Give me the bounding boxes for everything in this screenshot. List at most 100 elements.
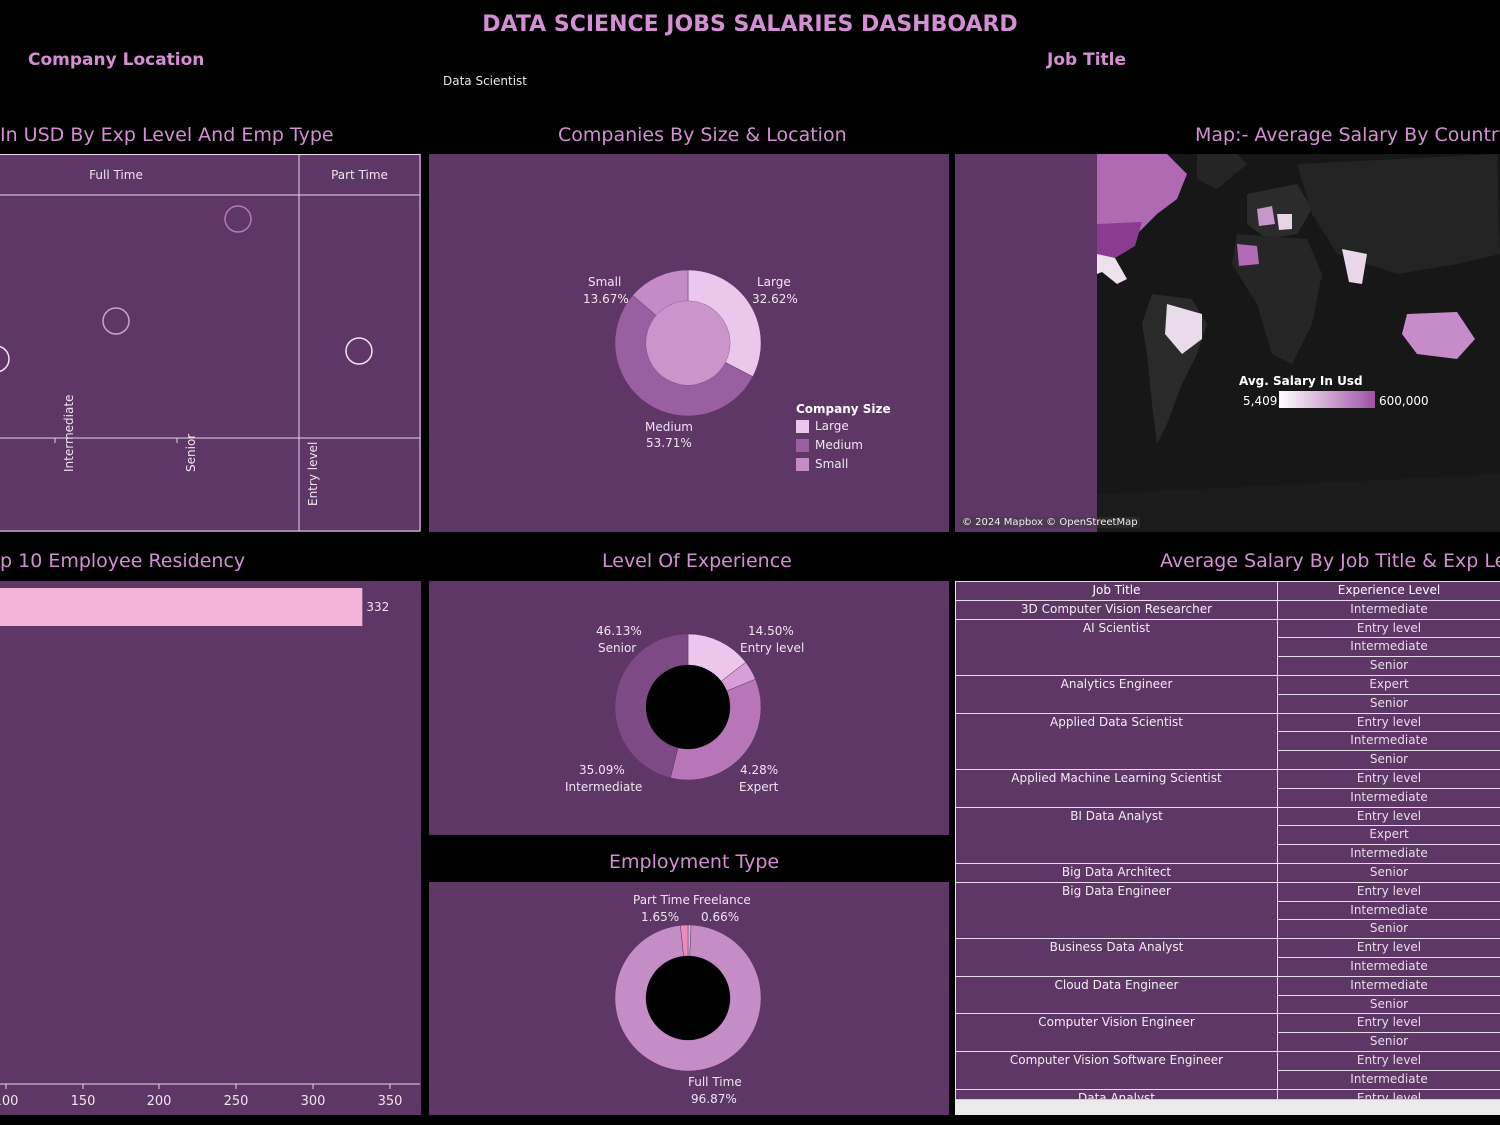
scatter-point[interactable]	[102, 307, 130, 335]
company-location-filter-label[interactable]: Company Location	[28, 50, 205, 70]
table-row[interactable]: Intermediate	[956, 844, 1500, 864]
job-title-cell: Big Data Architect	[955, 862, 1278, 883]
header-experience-level[interactable]: Experience Level	[1277, 581, 1500, 601]
scatter-point[interactable]	[224, 205, 252, 233]
full-time-label: Full Time	[688, 1075, 742, 1089]
experience-level-cell: Senior	[1277, 693, 1500, 714]
residency-bar[interactable]	[0, 588, 363, 626]
table-row[interactable]: Analytics Engineer Expert	[955, 674, 1500, 714]
table-row[interactable]: Senior	[956, 693, 1500, 714]
table-row[interactable]: Cloud Data Engineer Intermediate	[955, 975, 1500, 1015]
world-map[interactable]: Avg. Salary In Usd 5,409 600,000	[1097, 154, 1500, 532]
x-tick-label: 200	[147, 1094, 172, 1109]
experience-level-cell: Intermediate	[1277, 956, 1500, 977]
experience-level-cell: Expert	[1277, 825, 1500, 846]
table-row[interactable]: BI Data Analyst Entry level	[955, 806, 1500, 864]
experience-level-cell: Intermediate	[1277, 637, 1500, 658]
legend-label: Small	[815, 457, 849, 471]
table-row[interactable]: Big Data Architect Senior	[955, 862, 1500, 883]
scatter-chart	[0, 154, 421, 532]
job-title-cell: AI Scientist	[955, 618, 1278, 676]
donut-hole	[646, 956, 730, 1040]
scatter-panel-title: In USD By Exp Level And Emp Type	[0, 124, 334, 146]
job-title-cell: Computer Vision Software Engineer	[955, 1050, 1278, 1090]
country-shape	[1097, 474, 1500, 532]
residency-bar-label: 332	[366, 600, 389, 614]
table-row[interactable]: Senior	[956, 994, 1500, 1015]
table-row[interactable]: 3D Computer Vision Researcher Intermediat…	[955, 599, 1500, 620]
experience-level-cell: Entry level	[1277, 1013, 1500, 1034]
table-row[interactable]: Applied Data Scientist Entry level	[955, 712, 1500, 770]
x-label-senior: Senior	[184, 433, 198, 472]
table-panel-title: Average Salary By Job Title & Exp Level	[1160, 550, 1500, 572]
small-pct: 13.67%	[583, 292, 629, 306]
map-attribution[interactable]: © 2024 Mapbox © OpenStreetMap	[960, 517, 1140, 528]
experience-level-cell: Intermediate	[1277, 731, 1500, 752]
job-title-cell: Applied Machine Learning Scientist	[955, 768, 1278, 808]
experience-panel-title: Level Of Experience	[602, 550, 792, 572]
table-row[interactable]: Applied Machine Learning Scientist Entry …	[955, 768, 1500, 808]
experience-level-cell: Entry level	[1277, 1050, 1500, 1071]
job-title-cell: Big Data Engineer	[955, 881, 1278, 940]
legend-item-large[interactable]: Large	[796, 419, 891, 433]
world-map-shapes	[1097, 154, 1500, 532]
experience-level-cell: Senior	[1277, 919, 1500, 940]
table-row[interactable]: Big Data Engineer Entry level	[955, 881, 1500, 940]
freelance-pct: 0.66%	[701, 910, 740, 924]
medium-pct: 53.71%	[646, 436, 692, 450]
table-scrollbar[interactable]	[955, 1099, 1500, 1115]
table-header-row: Job Title Experience Level	[955, 581, 1500, 601]
table-row[interactable]: AI Scientist Entry level	[955, 618, 1500, 676]
expert-pct: 4.28%	[740, 763, 779, 777]
experience-level-cell: Entry level	[1277, 768, 1500, 789]
employment-panel-title: Employment Type	[609, 851, 780, 873]
x-tick-label: 150	[71, 1094, 96, 1109]
experience-level-cell: Intermediate	[1277, 900, 1500, 921]
employment-donut	[614, 924, 762, 1072]
map-legend-gradient	[1279, 391, 1375, 408]
experience-donut	[614, 633, 762, 781]
entry-label: Entry level	[740, 641, 805, 655]
map-panel: Avg. Salary In Usd 5,409 600,000 © 2024 …	[955, 154, 1500, 532]
legend-item-small[interactable]: Small	[796, 457, 891, 471]
map-legend-min: 5,409	[1243, 394, 1278, 408]
job-title-filter-label[interactable]: Job Title	[1047, 50, 1126, 70]
country-shape	[1232, 234, 1322, 364]
full-time-pct: 96.87%	[691, 1092, 737, 1106]
residency-panel-title: p 10 Employee Residency	[0, 550, 246, 572]
selected-job-title-value[interactable]: Data Scientist	[443, 74, 527, 88]
dashboard-title: DATA SCIENCE JOBS SALARIES DASHBOARD	[482, 12, 1018, 37]
legend-item-medium[interactable]: Medium	[796, 438, 891, 452]
part-time-pct: 1.65%	[641, 910, 680, 924]
experience-level-cell: Senior	[1277, 1032, 1500, 1052]
experience-level-cell: Intermediate	[1277, 787, 1500, 808]
experience-level-cell: Entry level	[1277, 618, 1500, 639]
country-shape	[1097, 222, 1142, 258]
table-row[interactable]: Intermediate	[956, 956, 1500, 977]
legend-title: Company Size	[796, 402, 891, 416]
job-title-cell: 3D Computer Vision Researcher	[955, 599, 1278, 620]
x-label-intermediate: Intermediate	[62, 394, 76, 472]
map-panel-title: Map:- Average Salary By Country	[1195, 124, 1500, 146]
small-label: Small	[588, 275, 622, 289]
companies-panel: Small 13.67% Large 32.62% Medium 53.71% …	[429, 154, 949, 532]
legend-label: Large	[815, 419, 849, 433]
job-title-cell: Cloud Data Engineer	[955, 975, 1278, 1015]
scatter-point[interactable]	[0, 345, 10, 373]
experience-level-cell: Intermediate	[1277, 599, 1500, 620]
table-row[interactable]: Business Data Analyst Entry level	[955, 938, 1500, 977]
header-job-title[interactable]: Job Title	[955, 581, 1278, 601]
country-shape	[1197, 154, 1247, 189]
scatter-point[interactable]	[345, 337, 373, 365]
country-shape	[1237, 244, 1259, 266]
country-shape	[1097, 254, 1127, 284]
large-label: Large	[757, 275, 791, 289]
job-title-cell: Computer Vision Engineer	[955, 1013, 1278, 1052]
table-row[interactable]: Computer Vision Engineer Entry level	[955, 1013, 1500, 1052]
salary-table: Job Title Experience Level 3D Computer V…	[955, 581, 1500, 1109]
x-tick-label: 100	[0, 1094, 18, 1109]
experience-level-cell: Senior	[1277, 994, 1500, 1015]
company-size-legend: Company Size Large Medium Small	[796, 402, 891, 471]
job-title-cell: Applied Data Scientist	[955, 712, 1278, 770]
table-row[interactable]: Computer Vision Software Engineer Entry l…	[955, 1050, 1500, 1090]
